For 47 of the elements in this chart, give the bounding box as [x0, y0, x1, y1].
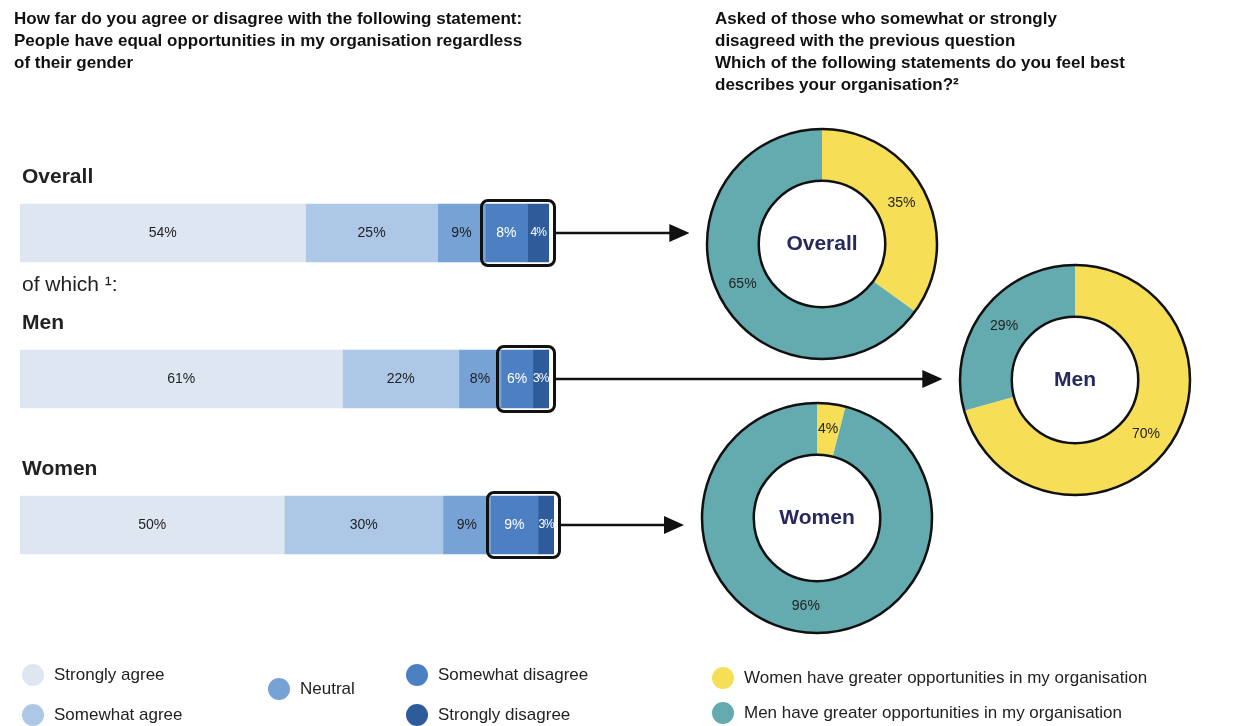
text: Overall — [786, 230, 858, 254]
data-label: 96% — [791, 597, 820, 614]
bar — [342, 349, 460, 409]
data-label: 8% — [469, 369, 491, 386]
chart-subtitle: Which of the following statements do you feel best describes your organisation?² — [715, 52, 1126, 96]
bar — [20, 203, 306, 263]
data-label: 4% — [818, 420, 839, 437]
legend-label: Neutral — [300, 679, 355, 699]
data-label: 6% — [506, 369, 528, 386]
bar — [305, 203, 439, 263]
annotation: of which ¹: — [22, 272, 118, 296]
legend-label: Somewhat disagree — [438, 665, 589, 685]
legend-label: Men have greater opportunities in my organisation — [744, 703, 1122, 723]
data-label: 9% — [504, 515, 525, 532]
data-label: 8% — [496, 223, 517, 240]
bar — [20, 495, 285, 555]
data-label: 65% — [728, 275, 757, 292]
bar — [484, 203, 528, 263]
data-label: 30% — [349, 515, 378, 532]
data-label: 9% — [451, 223, 472, 240]
bar — [500, 349, 534, 409]
legend-label: Women have greater opportunities in my organisation — [744, 668, 1148, 688]
legend-label: Strongly agree — [54, 665, 165, 685]
category-label: Men — [22, 309, 64, 333]
data-label: 35% — [887, 194, 916, 211]
text: Women — [779, 504, 855, 528]
data-label: 25% — [357, 223, 386, 240]
data-label: 3% — [538, 517, 556, 532]
chart-title: How far do you agree or disagree with the following statement: People have equal opportunities in my organisation regardless of their gender — [14, 8, 524, 74]
data-label: 29% — [990, 316, 1019, 333]
bar — [284, 495, 444, 555]
legend-label: Strongly disagree — [438, 705, 571, 725]
legend-label: Somewhat agree — [54, 705, 183, 725]
data-label: 22% — [386, 369, 415, 386]
data-label: 3% — [533, 371, 550, 386]
category-label: Women — [22, 455, 98, 479]
text: Men — [1054, 366, 1096, 390]
data-label: 54% — [148, 223, 177, 240]
data-label: 61% — [167, 369, 196, 386]
bar — [20, 349, 343, 409]
data-label: 70% — [1131, 424, 1160, 441]
bar — [490, 495, 539, 555]
chart-title: Asked of those who somewhat or strongly disagreed with the previous question — [715, 8, 1058, 52]
category-label: Overall — [22, 163, 94, 187]
data-label: 4% — [530, 225, 548, 240]
data-label: 50% — [138, 515, 167, 532]
data-label: 9% — [456, 515, 477, 532]
